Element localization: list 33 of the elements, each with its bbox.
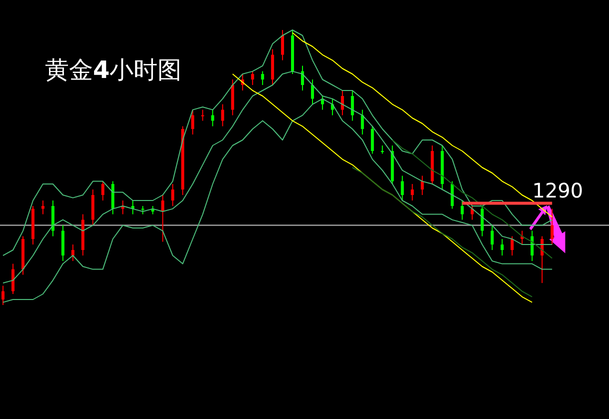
candlestick bbox=[221, 104, 224, 127]
candlestick bbox=[2, 285, 4, 306]
candlestick bbox=[251, 70, 254, 86]
candlestick bbox=[490, 224, 494, 250]
candlestick bbox=[171, 184, 174, 206]
candlestick bbox=[420, 175, 424, 196]
candlestick bbox=[211, 109, 214, 127]
annotation: 1290 bbox=[532, 178, 584, 202]
candlestick bbox=[310, 79, 314, 105]
candlestick bbox=[201, 109, 204, 122]
candlestick bbox=[41, 200, 44, 215]
candlestick bbox=[510, 236, 514, 256]
candlestick bbox=[340, 90, 344, 116]
candlestick bbox=[101, 180, 104, 201]
candlestick bbox=[71, 244, 74, 262]
candlestick bbox=[281, 30, 284, 61]
candlestick bbox=[261, 70, 264, 86]
candlestick bbox=[480, 206, 484, 237]
candlestick bbox=[161, 194, 164, 242]
candlestick bbox=[470, 206, 474, 220]
candlestick bbox=[370, 126, 374, 154]
candlestick bbox=[360, 109, 364, 135]
candlestick bbox=[500, 238, 504, 256]
candlestick bbox=[410, 184, 414, 201]
candlestick bbox=[380, 145, 384, 154]
candlestick bbox=[11, 263, 14, 294]
candlestick bbox=[350, 90, 354, 122]
candlestick bbox=[400, 175, 404, 201]
candlestick bbox=[460, 200, 464, 220]
candlestick bbox=[550, 208, 554, 245]
text: 黄金4小时图 bbox=[45, 56, 182, 84]
candlestick bbox=[191, 109, 194, 135]
candlestick bbox=[450, 180, 454, 210]
